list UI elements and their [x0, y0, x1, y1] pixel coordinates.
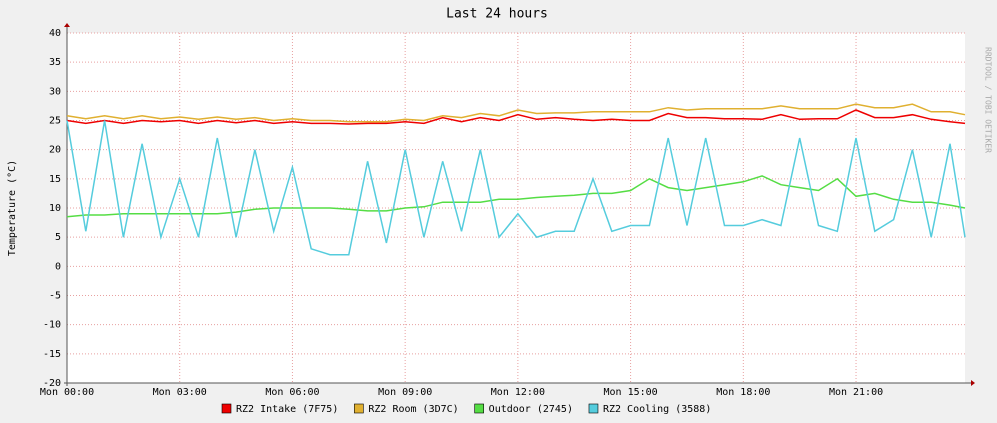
y-tick-label: -10 — [43, 320, 61, 331]
y-tick-label: 5 — [55, 232, 61, 243]
watermark: RRDTOOL / TOBI OETIKER — [984, 47, 993, 153]
y-tick-label: 10 — [49, 203, 61, 214]
y-tick-label: 30 — [49, 86, 61, 97]
y-tick-label: 15 — [49, 174, 61, 185]
legend-swatch — [474, 403, 484, 414]
y-axis-label: Temperature (°C) — [7, 160, 18, 256]
x-tick-label: Mon 18:00 — [716, 387, 770, 398]
y-tick-label: -20 — [43, 378, 61, 389]
legend-label: Outdoor (2745) — [489, 404, 573, 415]
y-tick-label: 0 — [55, 261, 61, 272]
y-tick-label: -15 — [43, 349, 61, 360]
y-tick-label: 20 — [49, 145, 61, 156]
x-tick-label: Mon 15:00 — [604, 387, 658, 398]
legend-label: RZ2 Room (3D7C) — [368, 404, 458, 415]
y-tick-label: -5 — [49, 291, 61, 302]
legend-label: RZ2 Cooling (3588) — [603, 404, 711, 415]
x-tick-label: Mon 03:00 — [153, 387, 207, 398]
y-tick-label: 35 — [49, 57, 61, 68]
series-line — [66, 120, 966, 256]
legend-swatch — [354, 403, 364, 414]
axis-arrow — [971, 380, 975, 386]
legend-label: RZ2 Intake (7F75) — [236, 404, 338, 415]
y-tick-label: 25 — [49, 116, 61, 127]
y-tick-label: 40 — [49, 28, 61, 39]
x-tick-label: Mon 12:00 — [491, 387, 545, 398]
x-tick-label: Mon 00:00 — [40, 387, 94, 398]
x-tick-label: Mon 21:00 — [829, 387, 883, 398]
chart-title: Last 24 hours — [446, 7, 548, 22]
x-tick-label: Mon 06:00 — [265, 387, 319, 398]
x-tick-label: Mon 09:00 — [378, 387, 432, 398]
legend-swatch — [221, 403, 232, 414]
series-line — [66, 109, 966, 125]
series-line — [66, 103, 966, 123]
series-line — [66, 175, 966, 218]
legend-swatch — [588, 403, 599, 414]
plot-area — [67, 33, 965, 383]
axis-arrow — [64, 23, 70, 27]
